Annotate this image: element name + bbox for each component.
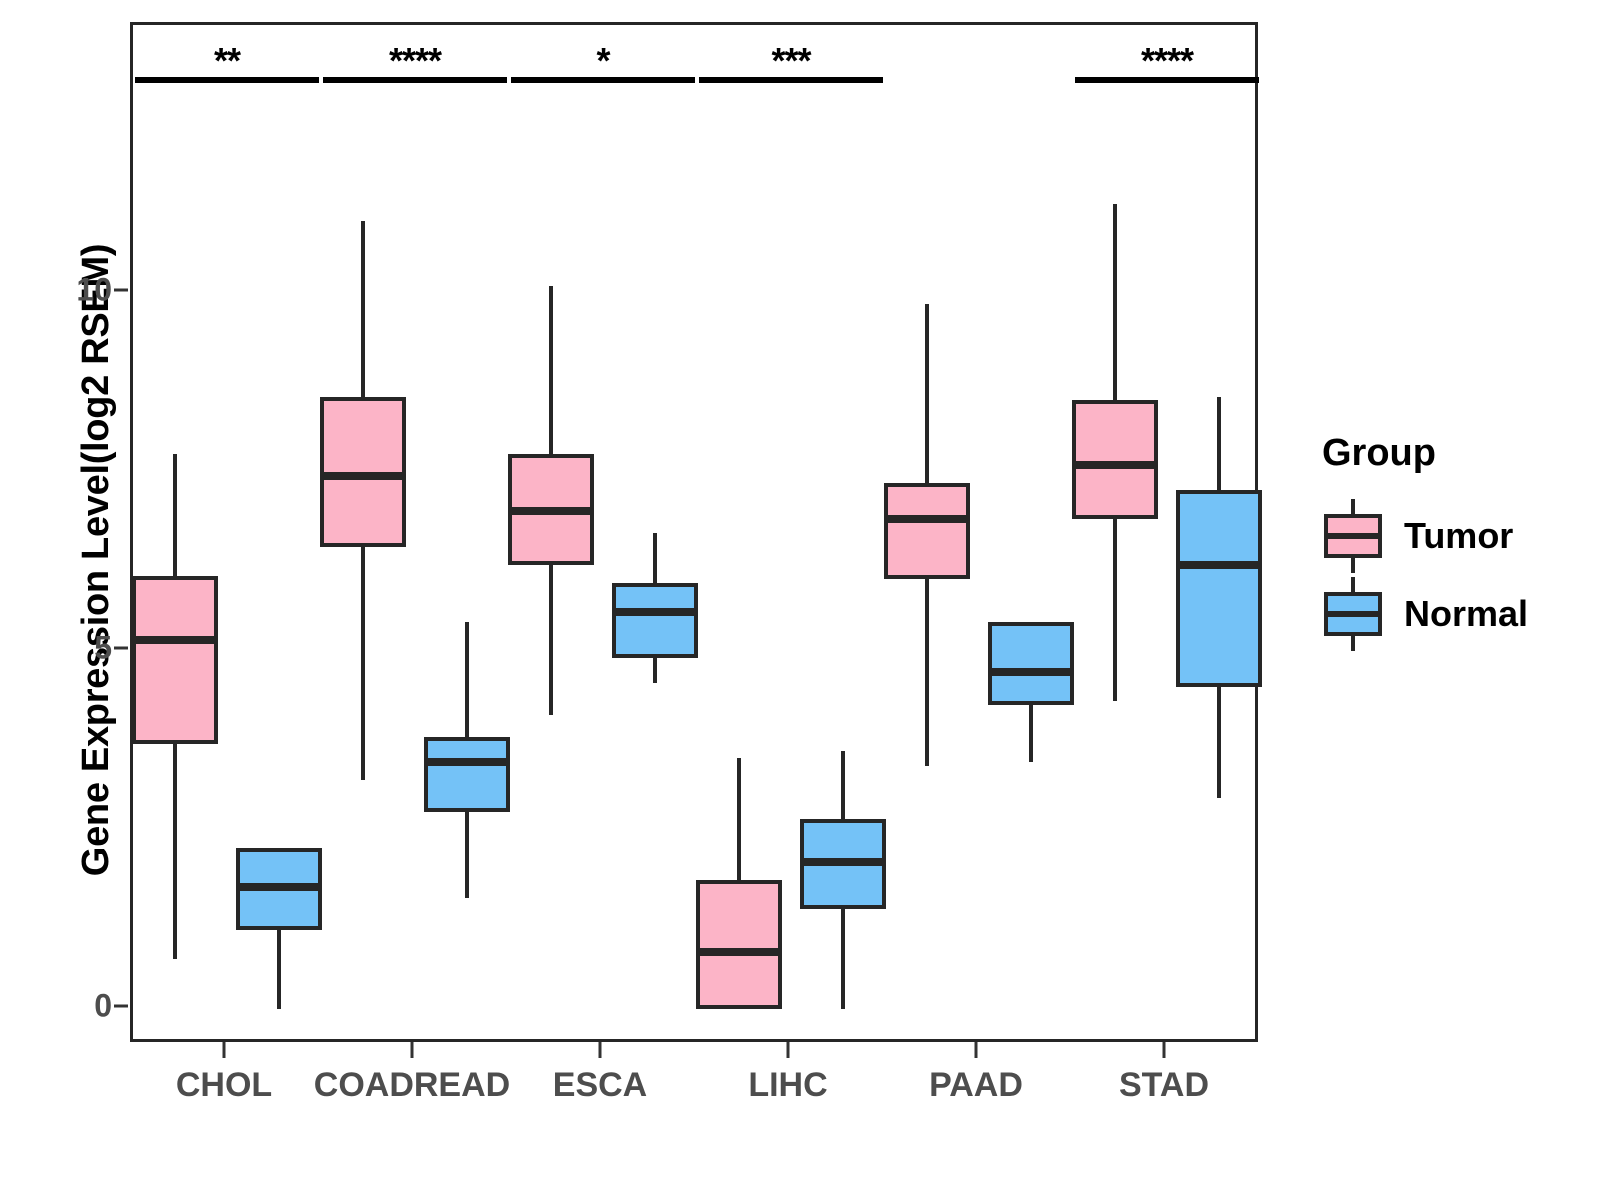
x-tick-label-chol: CHOL — [175, 1066, 273, 1104]
boxplot-box-lihc-tumor — [696, 880, 782, 1009]
x-tick-label-lihc: LIHC — [748, 1066, 828, 1104]
boxplot-box-paad-normal — [988, 622, 1074, 705]
legend-item-tumor[interactable]: Tumor — [1322, 497, 1592, 575]
significance-bracket-line — [511, 77, 695, 83]
y-tick-label: 5 — [94, 629, 112, 666]
x-tick-label-esca: ESCA — [552, 1066, 648, 1104]
y-tick-mark — [114, 646, 128, 650]
boxplot-box-chol-tumor — [132, 575, 218, 745]
y-tick-label: 10 — [76, 271, 112, 308]
significance-bracket-line — [135, 77, 319, 83]
x-tick-mark — [598, 1042, 602, 1058]
boxplot-box-stad-normal — [1176, 489, 1262, 687]
boxplot-median — [508, 507, 594, 516]
boxplot-box-coadread-normal — [424, 736, 510, 813]
significance-label-esca: * — [596, 40, 610, 81]
significance-bracket-line — [323, 77, 507, 83]
legend-key-normal — [1322, 575, 1384, 653]
boxplot-median — [320, 471, 406, 480]
legend-label: Normal — [1404, 593, 1529, 634]
boxplot-median — [132, 636, 218, 645]
legend-item-normal[interactable]: Normal — [1322, 575, 1592, 653]
x-tick-mark — [974, 1042, 978, 1058]
y-tick-mark — [114, 1004, 128, 1008]
boxplot-box-esca-normal — [612, 582, 698, 659]
boxplot-box-stad-tumor — [1072, 400, 1158, 519]
legend-title: Group — [1322, 432, 1436, 474]
x-tick-mark — [1162, 1042, 1166, 1058]
x-tick-mark — [786, 1042, 790, 1058]
boxplot-median — [424, 757, 510, 766]
boxplot-median — [612, 607, 698, 616]
y-axis-title: Gene Expression Level(log2 RSEM) — [74, 243, 117, 877]
plot-area: ** **** * *** **** — [132, 25, 1262, 1039]
x-tick-mark — [410, 1042, 414, 1058]
significance-label-lihc: *** — [771, 40, 811, 81]
legend: Group Tumor Normal — [1322, 432, 1592, 653]
boxplot-median — [236, 883, 322, 892]
boxplot-median — [988, 668, 1074, 677]
boxplot-box-paad-tumor — [884, 482, 970, 580]
x-tick-label-paad: PAAD — [929, 1066, 1023, 1104]
legend-key-tumor — [1322, 497, 1384, 575]
y-tick-mark — [114, 288, 128, 292]
plot-panel: ** **** * *** **** — [130, 22, 1262, 1042]
boxplot-median — [1176, 561, 1262, 570]
legend-label: Tumor — [1404, 515, 1514, 556]
significance-label-stad: **** — [1140, 40, 1194, 81]
significance-label-chol: ** — [213, 40, 241, 81]
x-tick-label-coadread: COADREAD — [313, 1066, 511, 1104]
y-tick-label: 0 — [94, 987, 112, 1024]
legend-items: Tumor Normal — [1322, 497, 1592, 653]
x-tick-mark — [222, 1042, 226, 1058]
significance-label-coadread: **** — [388, 40, 442, 81]
x-tick-label-stad: STAD — [1118, 1066, 1210, 1104]
boxplot-median — [696, 947, 782, 956]
boxplot-median — [1072, 460, 1158, 469]
boxplot-median — [884, 514, 970, 523]
significance-bracket-line — [1075, 77, 1259, 83]
significance-bracket-line — [699, 77, 883, 83]
boxplot-median — [800, 858, 886, 867]
